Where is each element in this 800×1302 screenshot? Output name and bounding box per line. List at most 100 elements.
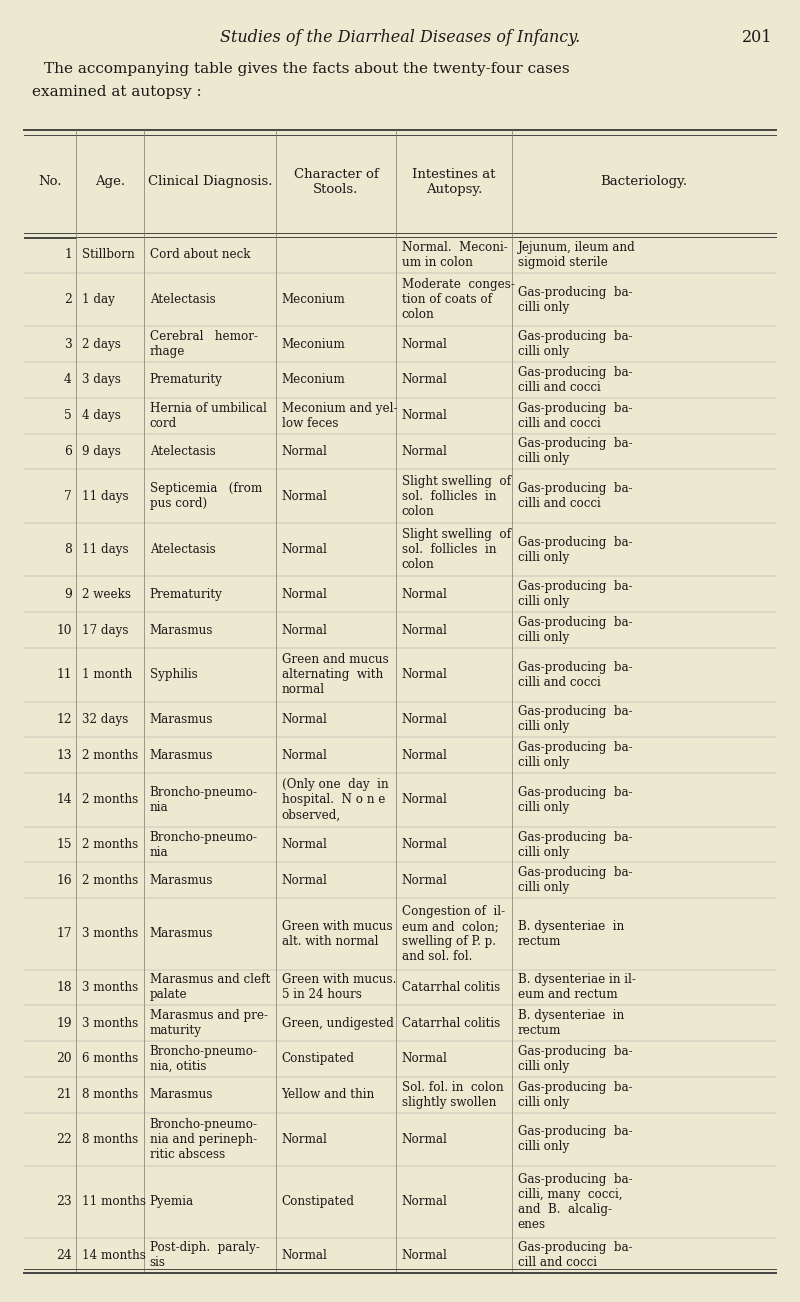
- Text: 22: 22: [56, 1133, 72, 1146]
- Text: 3 days: 3 days: [82, 374, 121, 387]
- Text: Gas-producing  ba-
cilli only: Gas-producing ba- cilli only: [518, 535, 632, 564]
- Text: Prematurity: Prematurity: [150, 587, 222, 600]
- Text: Green with mucus
alt. with normal: Green with mucus alt. with normal: [282, 919, 392, 948]
- Text: 17 days: 17 days: [82, 624, 128, 637]
- Text: Normal: Normal: [282, 838, 327, 852]
- Text: Normal: Normal: [402, 337, 447, 350]
- Text: 11 months: 11 months: [82, 1195, 146, 1208]
- Text: 11: 11: [57, 668, 72, 681]
- Text: 14: 14: [56, 793, 72, 806]
- Text: 17: 17: [57, 927, 72, 940]
- Text: Gas-producing  ba-
cilli only: Gas-producing ba- cilli only: [518, 741, 632, 769]
- Text: Normal: Normal: [402, 713, 447, 727]
- Text: 1 day: 1 day: [82, 293, 114, 306]
- Text: 10: 10: [57, 624, 72, 637]
- Text: 2 months: 2 months: [82, 793, 138, 806]
- Text: Marasmus and pre-
maturity: Marasmus and pre- maturity: [150, 1009, 267, 1038]
- Text: Hernia of umbilical
cord: Hernia of umbilical cord: [150, 401, 266, 430]
- Text: Prematurity: Prematurity: [150, 374, 222, 387]
- Text: 2 months: 2 months: [82, 838, 138, 852]
- Text: The accompanying table gives the facts about the twenty-four cases: The accompanying table gives the facts a…: [44, 62, 570, 77]
- Text: 4: 4: [64, 374, 72, 387]
- Text: Normal: Normal: [402, 838, 447, 852]
- Text: Green and mucus
alternating  with
normal: Green and mucus alternating with normal: [282, 654, 388, 697]
- Text: Normal: Normal: [282, 874, 327, 887]
- Text: Gas-producing  ba-
cilli only: Gas-producing ba- cilli only: [518, 285, 632, 314]
- Text: 1 month: 1 month: [82, 668, 132, 681]
- Text: 3: 3: [64, 337, 72, 350]
- Text: Septicemia   (from
pus cord): Septicemia (from pus cord): [150, 482, 262, 510]
- Text: Normal: Normal: [282, 543, 327, 556]
- Text: Normal: Normal: [402, 374, 447, 387]
- Text: Marasmus: Marasmus: [150, 874, 213, 887]
- Text: No.: No.: [38, 176, 62, 187]
- Text: 16: 16: [56, 874, 72, 887]
- Text: Meconium: Meconium: [282, 337, 346, 350]
- Text: 2 weeks: 2 weeks: [82, 587, 130, 600]
- Text: Syphilis: Syphilis: [150, 668, 198, 681]
- Text: Broncho-pneumo-
nia and perineph-
ritic abscess: Broncho-pneumo- nia and perineph- ritic …: [150, 1118, 258, 1161]
- Text: Normal: Normal: [402, 1133, 447, 1146]
- Text: 24: 24: [56, 1249, 72, 1262]
- Text: Gas-producing  ba-
cilli and cocci: Gas-producing ba- cilli and cocci: [518, 366, 632, 395]
- Text: B. dysenteriae in il-
eum and rectum: B. dysenteriae in il- eum and rectum: [518, 974, 635, 1001]
- Text: Stillborn: Stillborn: [82, 249, 134, 262]
- Text: Gas-producing  ba-
cill and cocci: Gas-producing ba- cill and cocci: [518, 1242, 632, 1269]
- Text: Sol. fol. in  colon
slightly swollen: Sol. fol. in colon slightly swollen: [402, 1081, 503, 1109]
- Text: Normal: Normal: [402, 624, 447, 637]
- Text: 8 months: 8 months: [82, 1088, 138, 1101]
- Text: 11 days: 11 days: [82, 490, 128, 503]
- Text: 2 months: 2 months: [82, 749, 138, 762]
- Text: Normal: Normal: [402, 874, 447, 887]
- Text: 15: 15: [57, 838, 72, 852]
- Text: Normal: Normal: [282, 1249, 327, 1262]
- Text: 14 months: 14 months: [82, 1249, 146, 1262]
- Text: Broncho-pneumo-
nia: Broncho-pneumo- nia: [150, 786, 258, 814]
- Text: Gas-producing  ba-
cilli and cocci: Gas-producing ba- cilli and cocci: [518, 660, 632, 689]
- Text: Normal: Normal: [282, 624, 327, 637]
- Text: Intestines at
Autopsy.: Intestines at Autopsy.: [412, 168, 496, 195]
- Text: Gas-producing  ba-
cilli only: Gas-producing ba- cilli only: [518, 831, 632, 858]
- Text: 8 months: 8 months: [82, 1133, 138, 1146]
- Text: 23: 23: [56, 1195, 72, 1208]
- Text: Catarrhal colitis: Catarrhal colitis: [402, 980, 500, 993]
- Text: Gas-producing  ba-
cilli only: Gas-producing ba- cilli only: [518, 437, 632, 465]
- Text: 6: 6: [64, 445, 72, 458]
- Text: Gas-producing  ba-
cilli only: Gas-producing ba- cilli only: [518, 581, 632, 608]
- Text: Gas-producing  ba-
cilli only: Gas-producing ba- cilli only: [518, 1125, 632, 1154]
- Text: Normal: Normal: [282, 713, 327, 727]
- Text: B. dysenteriae  in
rectum: B. dysenteriae in rectum: [518, 919, 624, 948]
- Text: Normal.  Meconi-
um in colon: Normal. Meconi- um in colon: [402, 241, 507, 268]
- Text: 201: 201: [742, 29, 772, 46]
- Text: Yellow and thin: Yellow and thin: [282, 1088, 375, 1101]
- Text: Gas-producing  ba-
cilli, many  cocci,
and  B.  alcalig-
enes: Gas-producing ba- cilli, many cocci, and…: [518, 1173, 632, 1230]
- Text: 4 days: 4 days: [82, 409, 121, 422]
- Text: 5: 5: [64, 409, 72, 422]
- Text: Marasmus: Marasmus: [150, 1088, 213, 1101]
- Text: examined at autopsy :: examined at autopsy :: [32, 85, 202, 99]
- Text: Gas-producing  ba-
cilli only: Gas-producing ba- cilli only: [518, 866, 632, 894]
- Text: Slight swelling  of
sol.  follicles  in
colon: Slight swelling of sol. follicles in col…: [402, 474, 510, 518]
- Text: Normal: Normal: [402, 1052, 447, 1065]
- Text: Meconium: Meconium: [282, 293, 346, 306]
- Text: 20: 20: [56, 1052, 72, 1065]
- Text: Slight swelling  of
sol.  follicles  in
colon: Slight swelling of sol. follicles in col…: [402, 529, 510, 572]
- Text: Age.: Age.: [95, 176, 125, 187]
- Text: Normal: Normal: [402, 749, 447, 762]
- Text: 13: 13: [57, 749, 72, 762]
- Text: Normal: Normal: [402, 1195, 447, 1208]
- Text: Character of
Stools.: Character of Stools.: [294, 168, 378, 195]
- Text: Normal: Normal: [282, 445, 327, 458]
- Text: Atelectasis: Atelectasis: [150, 445, 215, 458]
- Text: Gas-producing  ba-
cilli only: Gas-producing ba- cilli only: [518, 1081, 632, 1109]
- Text: Constipated: Constipated: [282, 1052, 354, 1065]
- Text: 3 months: 3 months: [82, 1017, 138, 1030]
- Text: Constipated: Constipated: [282, 1195, 354, 1208]
- Text: Studies of the Diarrheal Diseases of Infancy.: Studies of the Diarrheal Diseases of Inf…: [220, 29, 580, 46]
- Text: Broncho-pneumo-
nia: Broncho-pneumo- nia: [150, 831, 258, 858]
- Text: 8: 8: [64, 543, 72, 556]
- Text: Normal: Normal: [402, 793, 447, 806]
- Text: Atelectasis: Atelectasis: [150, 543, 215, 556]
- Text: Normal: Normal: [402, 1249, 447, 1262]
- Text: 3 months: 3 months: [82, 927, 138, 940]
